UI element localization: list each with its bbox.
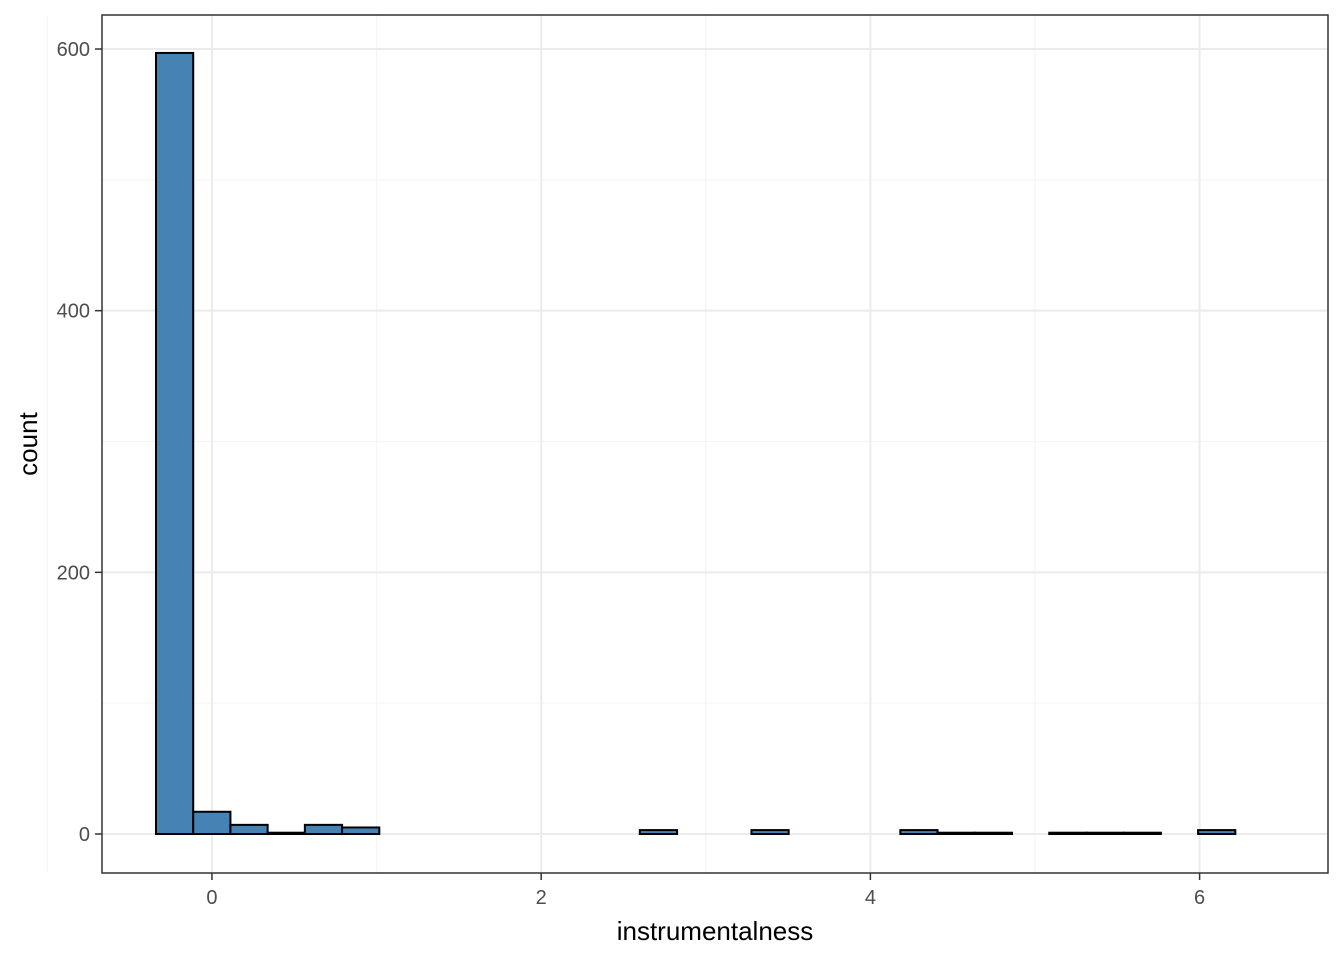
histogram-bar — [750, 829, 790, 836]
bars — [154, 51, 1237, 836]
histogram-bar — [229, 823, 269, 836]
histogram-bar — [303, 823, 344, 836]
y-tick-label: 0 — [79, 824, 90, 846]
histogram-bar — [899, 829, 939, 836]
y-tick-label: 200 — [57, 562, 90, 584]
histogram-bar — [154, 51, 195, 836]
x-tick-label: 0 — [206, 887, 217, 909]
y-tick-label: 400 — [57, 301, 90, 323]
x-tick-label: 4 — [865, 887, 876, 909]
y-tick-label: 600 — [57, 39, 90, 61]
x-tick-label: 2 — [536, 887, 547, 909]
histogram-bar — [1122, 831, 1162, 836]
y-axis-title: count — [13, 411, 43, 475]
x-tick-label: 6 — [1194, 887, 1205, 909]
x-axis: 0 2 4 6 — [206, 873, 1205, 909]
histogram-bar — [1197, 829, 1237, 836]
x-axis-title: instrumentalness — [617, 916, 814, 946]
histogram-bar — [1048, 831, 1088, 836]
histogram-bar — [973, 831, 1014, 836]
histogram-bar — [266, 831, 306, 836]
y-axis: 0 200 400 600 — [57, 39, 102, 846]
grid-minor — [46, 15, 1328, 873]
histogram-bar — [936, 831, 976, 836]
histogram-bar — [1085, 831, 1125, 836]
histogram-bar — [638, 829, 679, 836]
histogram-bar — [341, 826, 381, 836]
histogram-bar — [192, 810, 232, 836]
panel-border — [101, 14, 1329, 874]
